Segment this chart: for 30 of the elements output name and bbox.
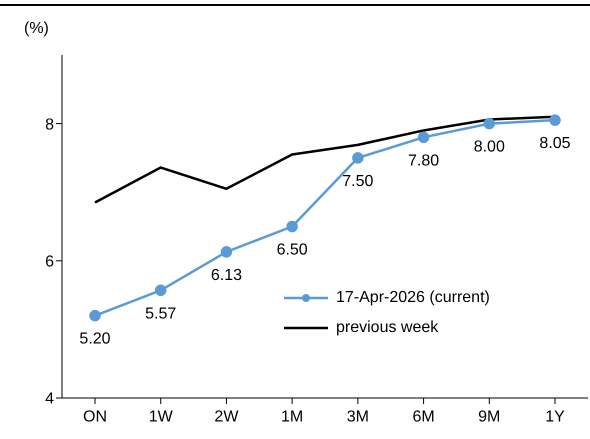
point — [484, 118, 496, 130]
data-label: 7.50 — [342, 172, 374, 190]
legend-label: previous week — [336, 318, 438, 338]
data-label: 5.57 — [145, 305, 176, 322]
data-label: 8.05 — [539, 135, 571, 152]
x-tick-label: 9M — [478, 408, 500, 426]
legend-label: 17-Apr-2026 (current) — [336, 288, 490, 308]
x-tick-label: 1W — [148, 408, 174, 426]
point — [352, 152, 364, 164]
point — [549, 114, 561, 126]
point — [220, 246, 232, 258]
x-tick-label: 1Y — [545, 408, 566, 426]
x-tick-label: 3M — [346, 408, 369, 426]
y-axis-title: (%) — [24, 20, 49, 38]
point — [418, 132, 430, 144]
x-tick-label: 6M — [412, 408, 435, 426]
y-tick-label: 6 — [45, 253, 54, 270]
y-tick-label: 8 — [45, 116, 54, 134]
data-label: 7.80 — [408, 152, 440, 170]
point — [89, 310, 101, 322]
data-label: 5.20 — [79, 330, 111, 348]
point — [154, 284, 166, 296]
y-tick-label: 4 — [45, 390, 54, 408]
data-label: 6.13 — [210, 266, 242, 284]
point — [286, 220, 298, 232]
data-label: 6.50 — [276, 242, 308, 258]
x-tick-label: ON — [83, 408, 107, 426]
x-tick-label: 2W — [214, 408, 240, 426]
data-label: 8.00 — [474, 138, 505, 156]
x-tick-label: 1M — [281, 408, 304, 426]
